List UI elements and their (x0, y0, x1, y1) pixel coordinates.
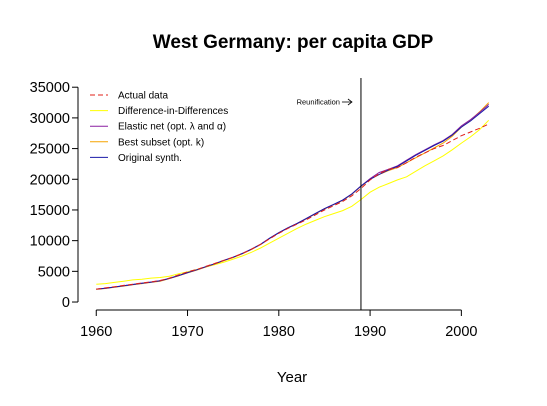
reunification-arrowhead (347, 98, 353, 106)
x-tick-label: 1980 (263, 324, 295, 340)
chart-title: West Germany: per capita GDP (153, 32, 434, 53)
y-tick-label: 10000 (30, 234, 70, 250)
series-line-4 (96, 105, 490, 290)
legend-label-0: Actual data (118, 91, 168, 102)
x-tick-label: 1960 (80, 324, 112, 340)
x-tick-label: 1970 (171, 324, 203, 340)
series-line-1 (96, 119, 490, 285)
legend-label-2: Elastic net (opt. λ and α) (118, 122, 226, 133)
series-line-0 (96, 123, 489, 290)
legend-label-4: Original synth. (118, 153, 182, 164)
y-tick-label: 15000 (30, 203, 70, 219)
x-axis-title: Year (277, 369, 307, 386)
reunification-annotation: Reunification (297, 98, 353, 107)
y-ticks: 0 5000 10000 15000 20000 25000 30000 35000 (30, 80, 78, 311)
y-tick-label: 20000 (30, 172, 70, 188)
y-tick-label: 0 (62, 295, 70, 311)
x-ticks: 1960 1970 1980 1990 2000 (80, 310, 477, 340)
legend-label-1: Difference-in-Differences (118, 106, 228, 117)
plot-lines (96, 102, 490, 290)
legend-label-3: Best subset (opt. k) (118, 137, 204, 148)
y-tick-label: 5000 (38, 264, 70, 280)
y-tick-label: 25000 (30, 142, 70, 158)
y-tick-label: 35000 (30, 80, 70, 96)
y-tick-label: 30000 (30, 111, 70, 127)
legend: Actual data Difference-in-Differences Elas… (90, 91, 228, 164)
x-tick-label: 1990 (354, 324, 386, 340)
x-tick-label: 2000 (445, 324, 477, 340)
axes: 0 5000 10000 15000 20000 25000 30000 35000 1960… (30, 80, 478, 340)
reunification-label: Reunification (297, 98, 340, 107)
